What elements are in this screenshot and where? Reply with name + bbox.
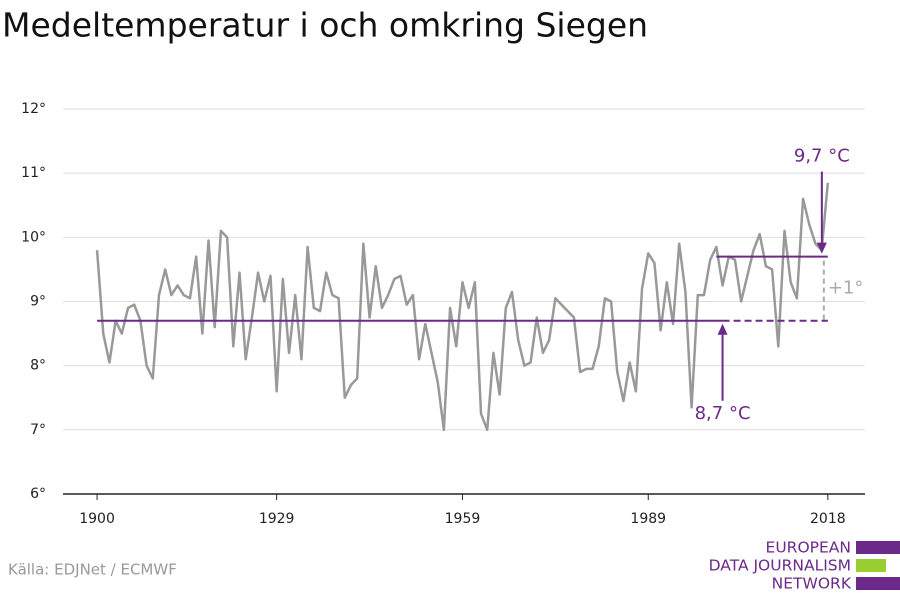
x-tick-label: 1929 bbox=[259, 511, 295, 527]
chart-title: Medeltemperatur i och omkring Siegen bbox=[2, 6, 648, 45]
logo-bar bbox=[856, 577, 900, 590]
annotation: 8,7 °C bbox=[695, 403, 751, 424]
arrowhead bbox=[816, 242, 827, 254]
y-tick-label: 11° bbox=[21, 165, 46, 181]
y-tick-label: 6° bbox=[30, 486, 46, 502]
logo-text: EUROPEAN bbox=[766, 539, 851, 557]
y-tick-label: 8° bbox=[30, 358, 46, 374]
logo-text: DATA JOURNALISM bbox=[709, 557, 851, 575]
y-tick-label: 10° bbox=[21, 229, 46, 245]
x-tick-label: 1959 bbox=[445, 511, 481, 527]
x-tick-label: 2018 bbox=[810, 511, 846, 527]
x-tick-label: 1989 bbox=[630, 511, 666, 527]
difference-label: +1° bbox=[828, 278, 864, 299]
arrowhead bbox=[717, 323, 728, 335]
x-tick-label: 1900 bbox=[79, 511, 115, 527]
logo-bar bbox=[856, 559, 886, 572]
data-line bbox=[95, 182, 830, 432]
annotation: 9,7 °C bbox=[794, 146, 850, 167]
source: Källa: EDJNet / ECMWF bbox=[8, 561, 177, 579]
logo-text: NETWORK bbox=[772, 575, 852, 593]
y-tick-label: 9° bbox=[30, 294, 46, 310]
y-tick-label: 7° bbox=[30, 422, 46, 438]
y-tick-label: 12° bbox=[21, 101, 46, 117]
logo-bar bbox=[856, 541, 900, 554]
